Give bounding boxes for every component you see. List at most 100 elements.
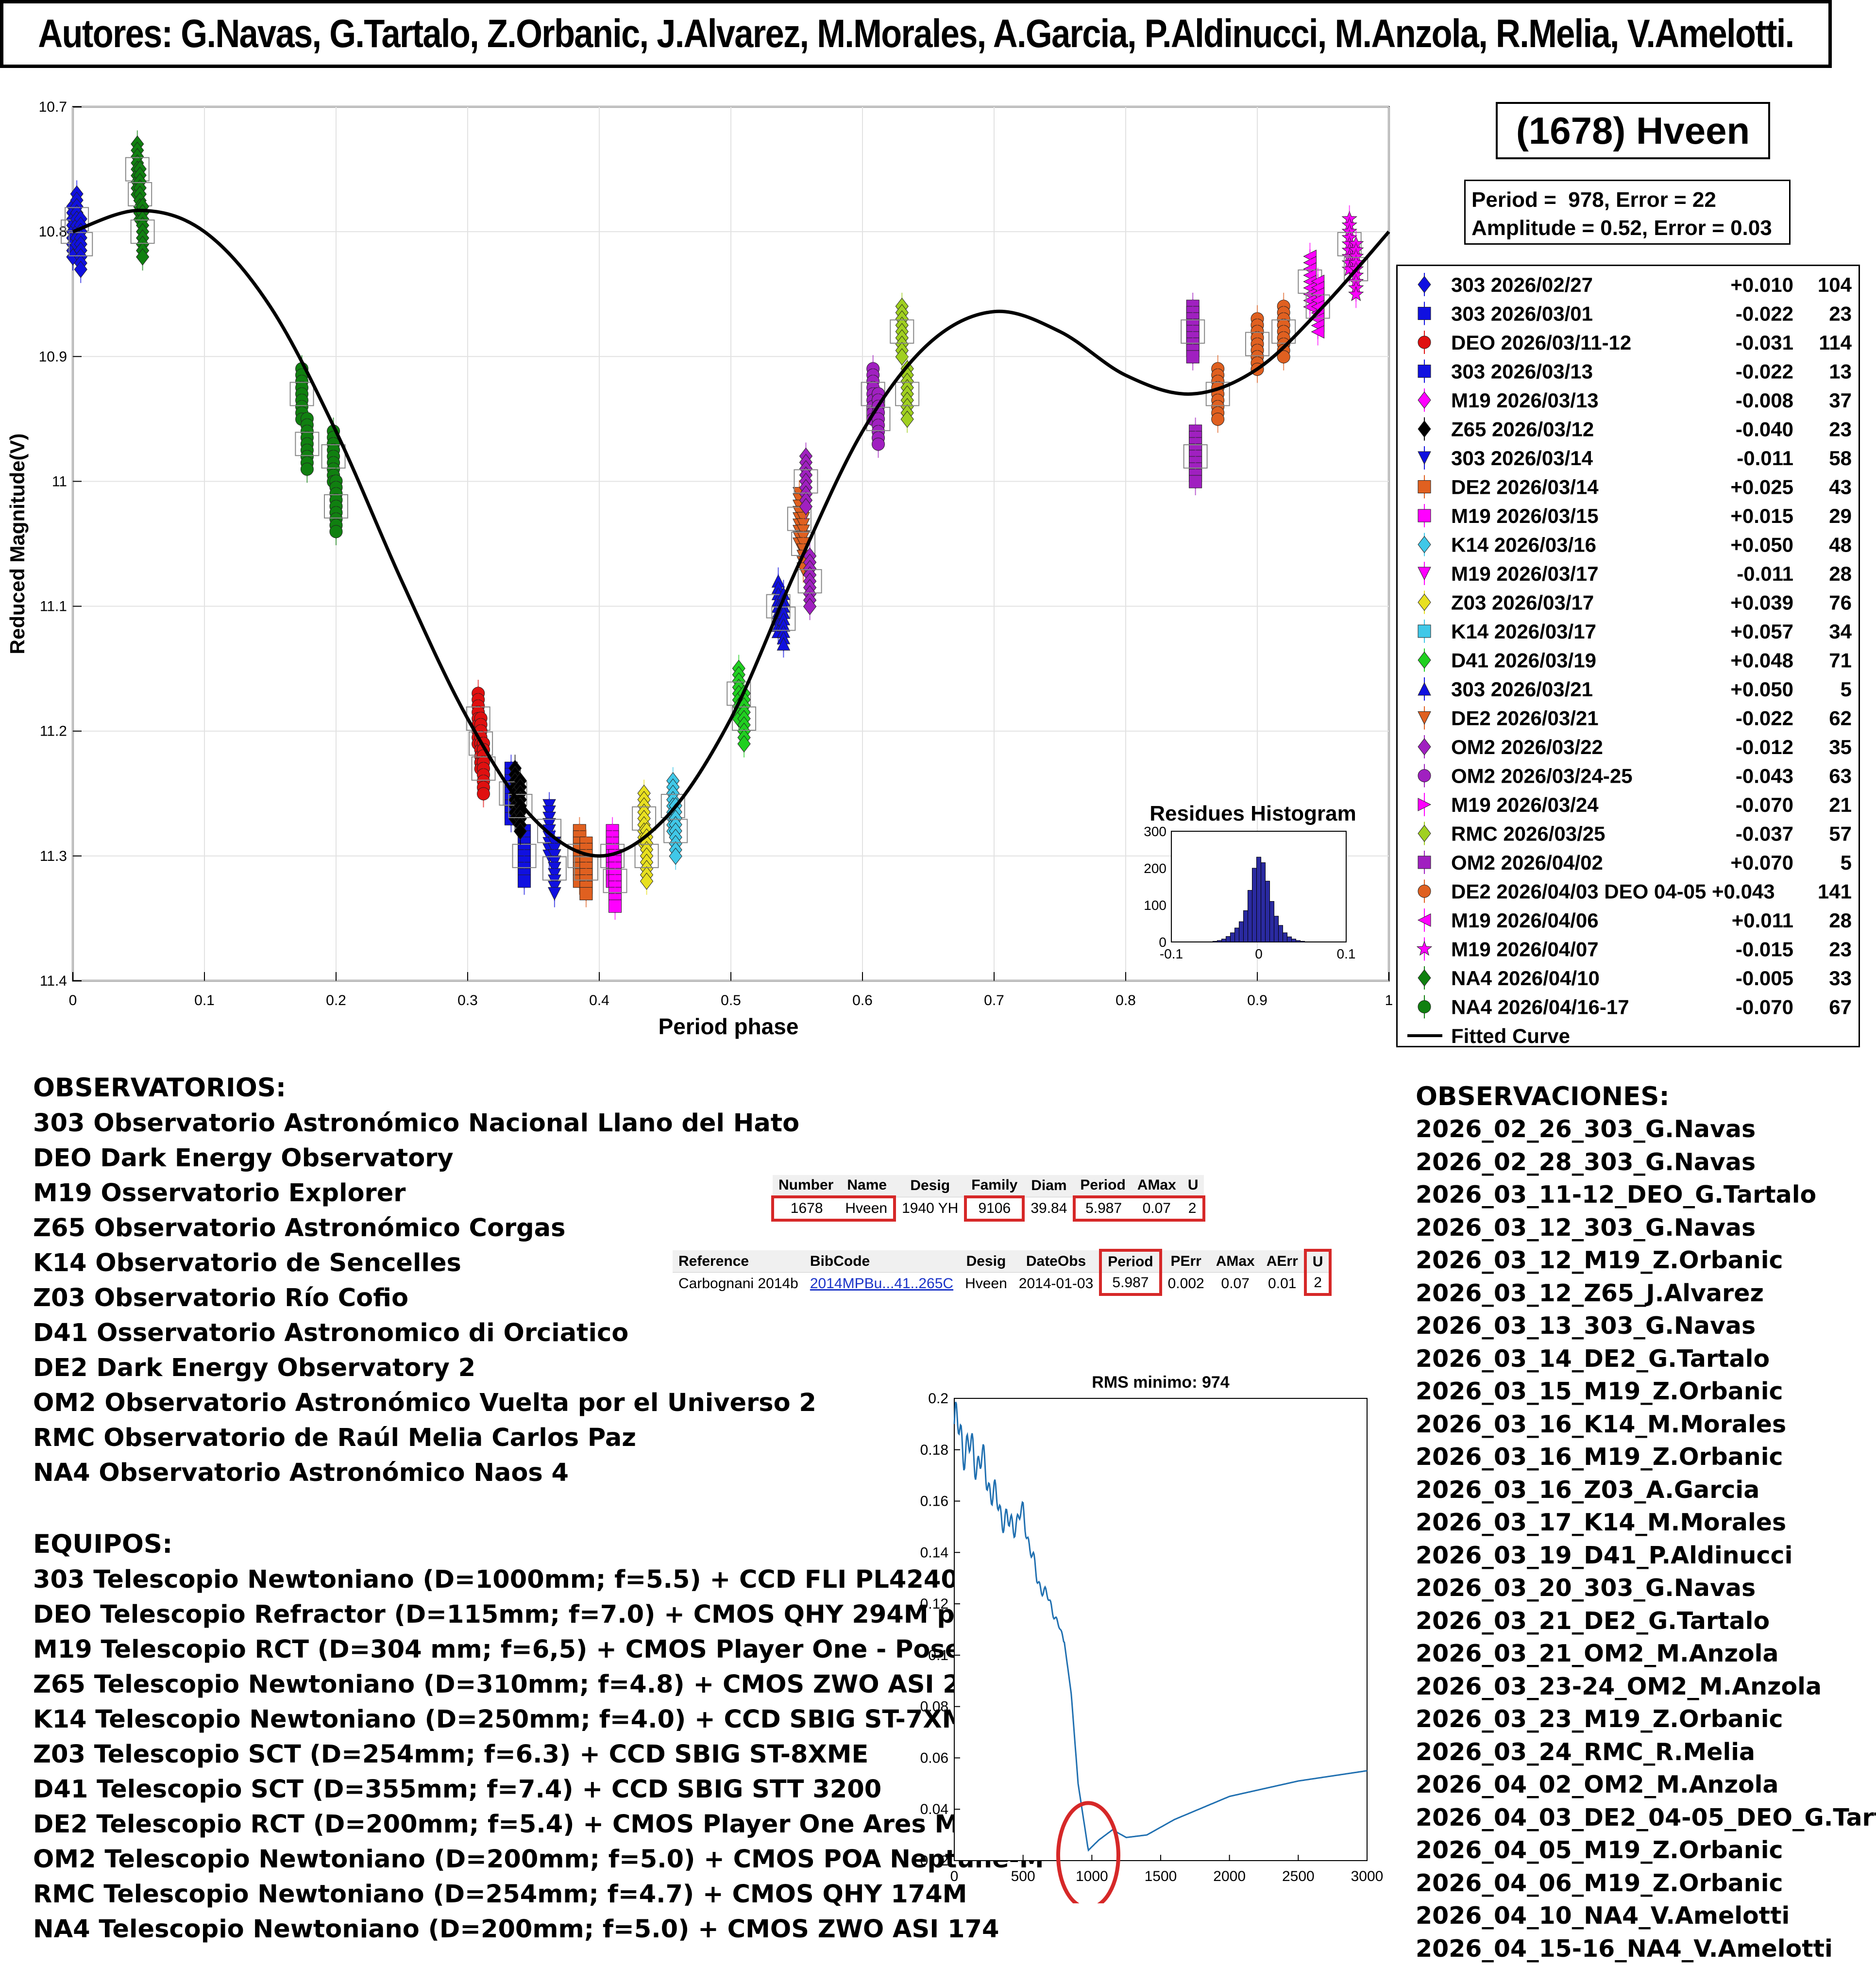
- observacion-item: 2026_04_05_M19_Z.Orbanic: [1416, 1834, 1876, 1867]
- legend-label: Z65 2026/03/12: [1451, 418, 1594, 441]
- table-cell: 2: [1305, 1273, 1331, 1295]
- observacion-item: 2026_03_16_K14_M.Morales: [1416, 1408, 1876, 1441]
- legend-marker: [1418, 509, 1431, 522]
- legend-label: DE2 2026/04/03 DEO 04-05 +0.043: [1451, 880, 1775, 903]
- table-header: Period: [1074, 1175, 1131, 1197]
- legend-count: 23: [1829, 302, 1852, 325]
- legend-label: M19 2026/03/17: [1451, 562, 1599, 585]
- histogram-bar: [1296, 941, 1301, 942]
- histogram-bar: [1226, 937, 1231, 942]
- rms-x-tick: 500: [1011, 1868, 1035, 1884]
- legend-count: 5: [1841, 851, 1852, 874]
- legend-count: 34: [1829, 620, 1852, 643]
- observacion-item: 2026_04_03_DE2_04-05_DEO_G.Tartalo: [1416, 1801, 1876, 1834]
- legend-offset: -0.040: [1736, 418, 1793, 441]
- legend-count: 37: [1829, 389, 1852, 412]
- observatorio-item: M19 Osservatorio Explorer: [33, 1176, 816, 1211]
- observacion-item: 2026_03_11-12_DEO_G.Tartalo: [1416, 1178, 1876, 1211]
- legend-offset: +0.050: [1730, 678, 1793, 701]
- table-header: Diam: [1023, 1175, 1074, 1197]
- legend-count: 33: [1829, 967, 1852, 990]
- table-header: Family: [965, 1175, 1023, 1197]
- table-cell[interactable]: 2014MPBu...41..265C: [804, 1273, 959, 1295]
- histogram-bar: [1266, 881, 1270, 942]
- legend-label: M19 2026/03/13: [1451, 389, 1599, 412]
- observaciones-title: OBSERVACIONES:: [1416, 1082, 1670, 1111]
- period-line: Period = 978, Error = 22: [1471, 186, 1789, 214]
- legend-count: 62: [1829, 707, 1852, 730]
- rms-x-tick: 1500: [1145, 1868, 1177, 1884]
- observatorio-item: D41 Osservatorio Astronomico di Orciatic…: [33, 1316, 816, 1351]
- legend-marker: [1418, 307, 1431, 320]
- y-tick-label: 11.4: [40, 973, 67, 989]
- x-tick-label: 0.1: [194, 992, 215, 1008]
- legend-label: M19 2026/04/06: [1451, 909, 1599, 932]
- legend-label: Z03 2026/03/17: [1451, 591, 1594, 614]
- x-tick-label: 0: [69, 992, 77, 1008]
- legend-offset: -0.022: [1736, 707, 1793, 730]
- y-tick-label: 10.7: [39, 99, 67, 115]
- table-header: PErr: [1161, 1250, 1210, 1273]
- histogram-bar: [1283, 933, 1287, 942]
- rms-y-tick: 0.02: [920, 1853, 948, 1869]
- y-tick-label: 10.9: [39, 349, 67, 365]
- legend-offset: -0.022: [1736, 360, 1793, 383]
- legend-label: DEO 2026/03/11-12: [1451, 331, 1631, 354]
- y-tick-label: 11.2: [40, 723, 67, 739]
- legend-label: NA4 2026/04/10: [1451, 967, 1600, 990]
- observacion-item: 2026_04_06_M19_Z.Orbanic: [1416, 1867, 1876, 1900]
- table-cell: 9106: [965, 1197, 1023, 1220]
- legend-marker: [1418, 770, 1431, 782]
- legend-count: 28: [1829, 562, 1852, 585]
- legend-offset: +0.011: [1732, 909, 1793, 932]
- period-info-box: Period = 978, Error = 22 Amplitude = 0.5…: [1464, 180, 1791, 245]
- histogram-y-tick: 200: [1144, 861, 1166, 876]
- rms-frame: [954, 1398, 1367, 1861]
- rms-title: RMS minimo: 974: [1092, 1373, 1229, 1392]
- observatorio-item: DEO Dark Energy Observatory: [33, 1141, 816, 1176]
- legend-marker: [1418, 652, 1431, 669]
- legend-offset: +0.050: [1730, 534, 1793, 556]
- table-header: U: [1182, 1175, 1204, 1197]
- observacion-item: 2026_03_24_RMC_R.Melia: [1416, 1736, 1876, 1769]
- observatorio-item: RMC Observatorio de Raúl Melia Carlos Pa…: [33, 1421, 816, 1456]
- legend-fitted-label: Fitted Curve: [1451, 1024, 1570, 1047]
- rms-x-tick: 2000: [1213, 1868, 1246, 1884]
- x-axis-label: Period phase: [659, 1014, 799, 1039]
- observacion-item: 2026_03_17_K14_M.Morales: [1416, 1506, 1876, 1539]
- equipo-item: NA4 Telescopio Newtoniano (D=200mm; f=5.…: [33, 1912, 1052, 1947]
- observatorio-item: NA4 Observatorio Astronómico Naos 4: [33, 1456, 816, 1491]
- legend-marker: [1418, 392, 1431, 408]
- legend-count: 48: [1829, 534, 1852, 556]
- legend-count: 63: [1829, 765, 1852, 788]
- histogram-bar: [1279, 925, 1283, 942]
- observacion-item: 2026_03_12_Z65_J.Alvarez: [1416, 1277, 1876, 1310]
- observacion-item: 2026_03_20_303_G.Navas: [1416, 1572, 1876, 1605]
- observacion-item: 2026_03_16_M19_Z.Orbanic: [1416, 1441, 1876, 1474]
- histogram-y-tick: 100: [1144, 898, 1166, 913]
- legend-offset: +0.015: [1730, 504, 1793, 527]
- table-cell: Hveen: [959, 1273, 1013, 1295]
- bibcode-link[interactable]: 2014MPBu...41..265C: [810, 1276, 953, 1292]
- rms-y-tick: 0.12: [920, 1596, 948, 1612]
- y-tick-label: 11.1: [40, 599, 67, 615]
- legend-label: 303 2026/03/14: [1451, 447, 1593, 470]
- legend-label: 303 2026/02/27: [1451, 273, 1593, 296]
- data-point: [580, 888, 592, 900]
- histogram-bar: [1287, 937, 1292, 942]
- legend-count: 23: [1829, 938, 1852, 961]
- x-tick-label: 0.9: [1247, 992, 1268, 1008]
- data-point: [1212, 413, 1224, 425]
- observatorios-title: OBSERVATORIOS:: [33, 1073, 286, 1103]
- legend-count: 141: [1818, 880, 1852, 903]
- observacion-item: 2026_03_23-24_OM2_M.Anzola: [1416, 1670, 1876, 1703]
